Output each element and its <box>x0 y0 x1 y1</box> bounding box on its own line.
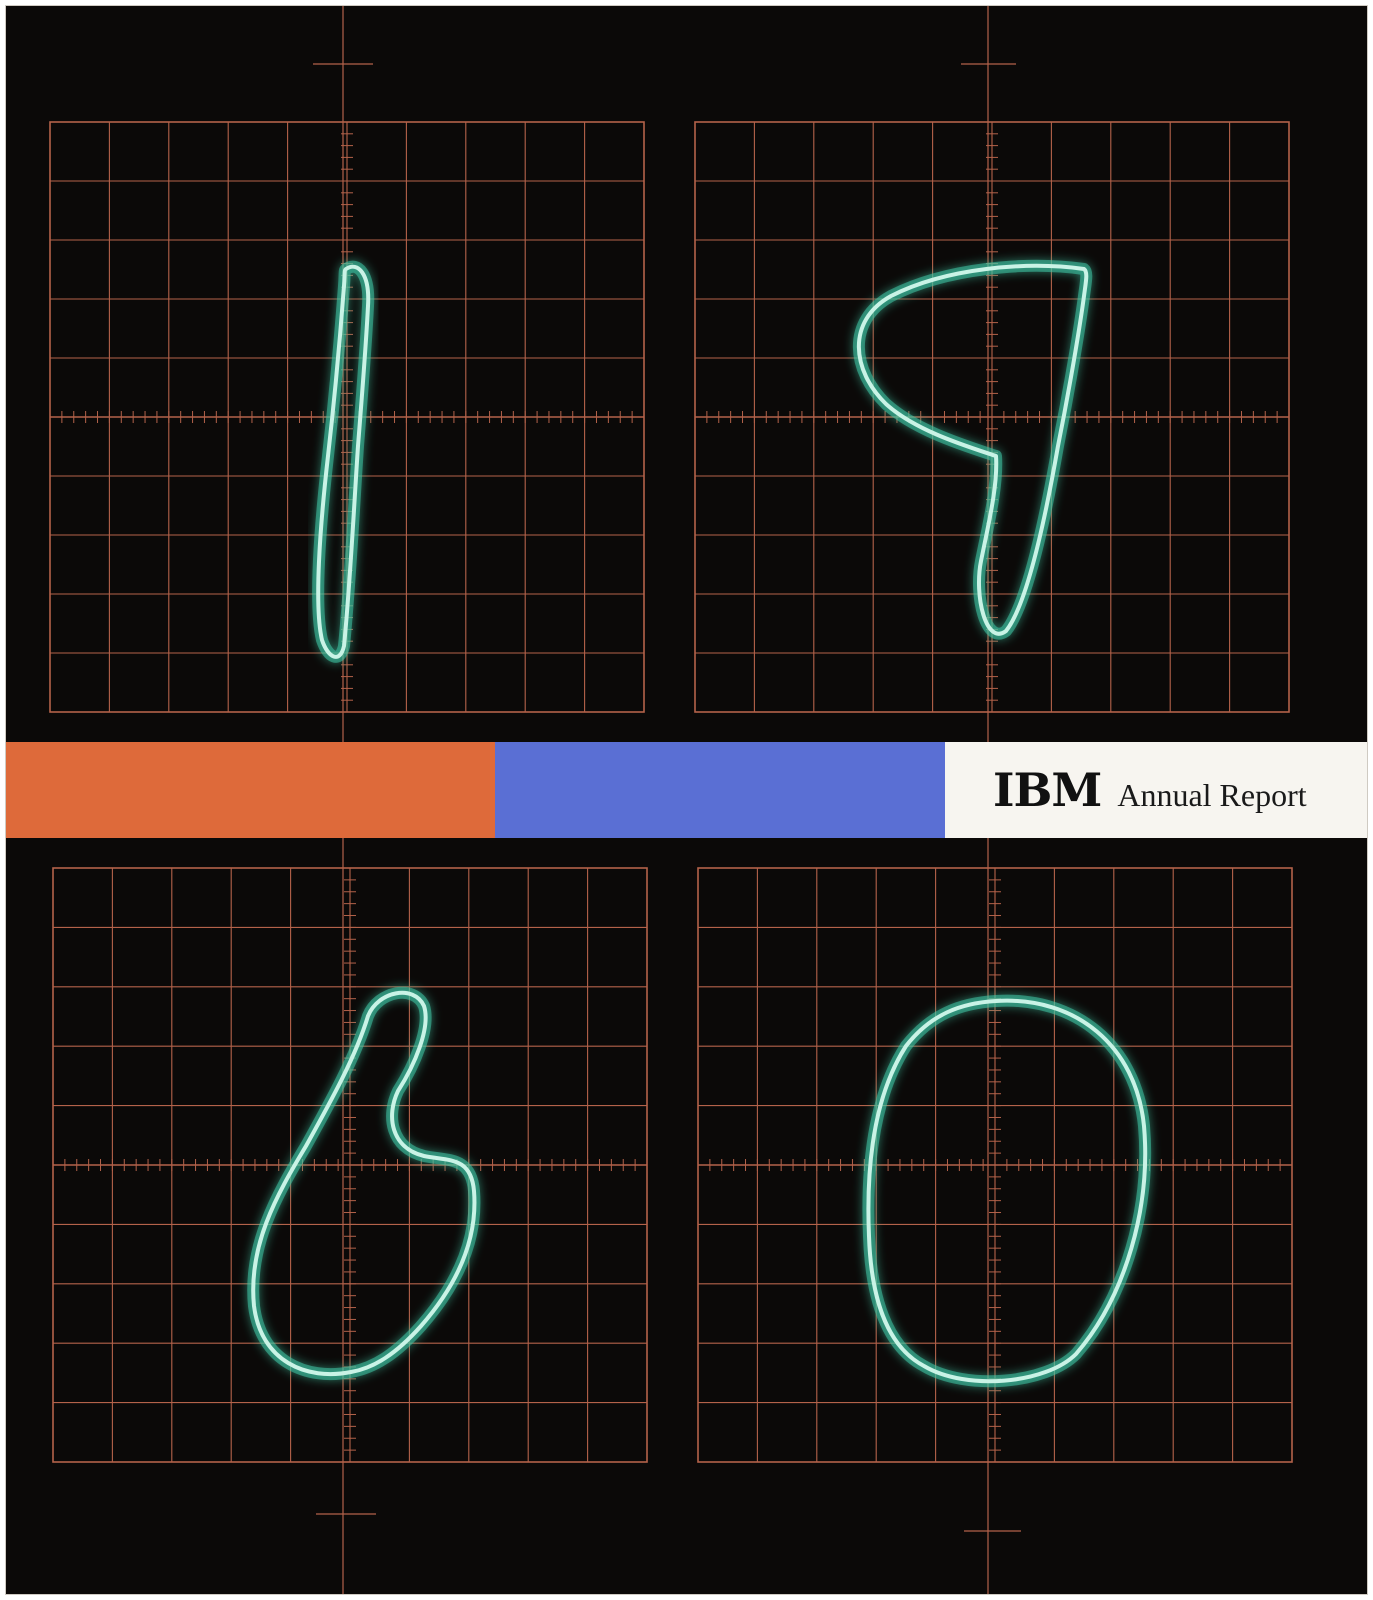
oscilloscope-panels <box>49 6 1293 1594</box>
oscilloscope-screen <box>52 867 648 1463</box>
title-band: IBM Annual Report <box>945 742 1367 838</box>
digit-trace-9 <box>853 259 1093 640</box>
oscilloscope-trace-icon <box>316 264 371 659</box>
oscilloscope-trace-icon <box>857 263 1089 636</box>
ibm-logo: IBM <box>993 763 1102 817</box>
digit-trace-0 <box>862 994 1152 1388</box>
oscilloscope-trace-glow <box>862 994 1152 1388</box>
oscilloscope-trace-icon <box>866 998 1148 1384</box>
report-title: Annual Report <box>1117 776 1307 813</box>
annual-report-cover: IBM Annual Report <box>6 6 1367 1594</box>
oscilloscope-screen <box>49 121 645 713</box>
oscilloscope-trace-icon <box>251 990 477 1377</box>
oscilloscope-screen <box>697 867 1293 1463</box>
oscilloscope-screen <box>694 121 1290 713</box>
blue-color-band <box>495 742 945 838</box>
digit-trace-1 <box>312 260 375 663</box>
digit-trace-6 <box>247 986 481 1381</box>
orange-color-band <box>6 742 495 838</box>
